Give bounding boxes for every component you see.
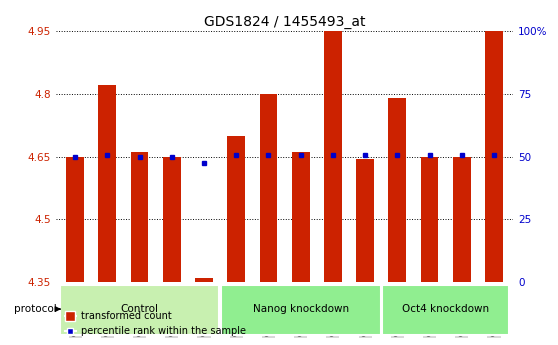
Bar (292, 152, 310, 282)
Text: Oct4 knockdown: Oct4 knockdown (402, 304, 489, 314)
Bar (131, 152, 148, 282)
Bar (421, 157, 439, 282)
FancyBboxPatch shape (382, 285, 509, 335)
Bar (485, 31, 503, 282)
Bar (453, 157, 470, 282)
Text: protocol: protocol (14, 304, 56, 314)
Bar (356, 159, 374, 282)
FancyBboxPatch shape (221, 285, 381, 335)
Text: Control: Control (121, 304, 158, 314)
Bar (163, 157, 181, 282)
Bar (259, 94, 277, 282)
Bar (388, 98, 406, 282)
Bar (195, 278, 213, 282)
Legend: transformed count, percentile rank within the sample: transformed count, percentile rank withi… (61, 307, 250, 340)
Bar (66, 157, 84, 282)
Bar (324, 31, 341, 282)
Text: Nanog knockdown: Nanog knockdown (253, 304, 349, 314)
Bar (228, 136, 245, 282)
Title: GDS1824 / 1455493_at: GDS1824 / 1455493_at (204, 14, 365, 29)
FancyBboxPatch shape (60, 285, 219, 335)
Bar (99, 86, 116, 282)
